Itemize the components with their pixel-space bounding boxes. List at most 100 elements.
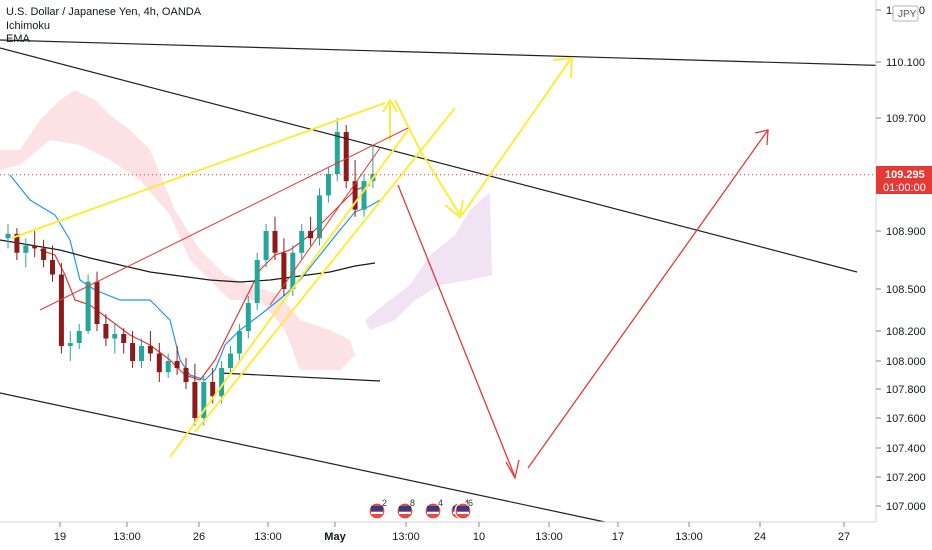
candle-body	[58, 274, 64, 346]
candle-body	[156, 353, 162, 373]
price-tick-label: 107.600	[886, 413, 926, 425]
symbol-title[interactable]: U.S. Dollar / Japanese Yen, 4h, OANDA	[6, 6, 202, 18]
flag-canton	[427, 506, 439, 511]
time-tick-label: 26	[193, 531, 205, 543]
trend-drawings	[0, 39, 932, 523]
yellow-arrow-up-long-head	[552, 56, 574, 79]
price-axis-bg	[876, 0, 932, 522]
descending-trendline	[0, 47, 858, 273]
flag-canton	[457, 506, 469, 511]
candle-body	[139, 346, 144, 361]
candle-body	[290, 252, 296, 289]
lower-trendline	[0, 392, 606, 523]
yellow-wedge-bottom-b	[194, 107, 456, 433]
kijun-line	[9, 174, 381, 381]
price-tick-label: 107.200	[886, 472, 926, 484]
event-flag-icon: 4	[424, 498, 443, 520]
red-arrow-down-head	[505, 459, 520, 480]
event-badges[interactable]: 2 8 4 46	[368, 498, 473, 520]
time-axis-bg	[0, 522, 932, 550]
candle-body	[112, 334, 118, 339]
time-tick-label: 19	[54, 531, 66, 543]
event-flag-icon: 8	[396, 498, 415, 520]
candle-body	[41, 248, 47, 260]
candle-body	[23, 245, 29, 253]
event-count-label: 4	[438, 498, 443, 508]
candle-body	[201, 382, 207, 418]
event-count-label: 8	[410, 498, 415, 508]
time-tick-label: 10	[473, 531, 485, 543]
event-flag-icon: 6	[454, 498, 473, 520]
candle-body	[219, 368, 225, 397]
flag-canton	[399, 506, 411, 511]
indicator-ichimoku-label[interactable]: Ichimoku	[6, 19, 51, 32]
event-count-label: 2	[382, 498, 387, 508]
time-tick-label: 13:00	[535, 531, 563, 543]
candle-body	[85, 281, 91, 331]
flag-stripe	[457, 512, 469, 514]
flag-stripe	[371, 512, 383, 514]
red-arrow-up-head	[754, 129, 769, 146]
time-tick-label: 13:00	[113, 531, 141, 543]
candle-body	[361, 181, 367, 210]
candle-body	[317, 195, 322, 239]
upper-trendline	[0, 39, 932, 68]
candle-body	[334, 132, 340, 174]
cloud-bearish	[0, 90, 355, 370]
time-tick-label: 13:00	[675, 531, 703, 543]
candle-body	[299, 231, 305, 253]
candle-body	[5, 233, 11, 239]
candle-body	[210, 382, 216, 397]
yellow-wedge-top	[11, 102, 386, 239]
currency-badge-label: JPY	[898, 9, 917, 20]
price-tick-label: 107.000	[886, 501, 926, 513]
price-tick-label: 110.100	[886, 57, 925, 69]
price-tick-label: 107.800	[886, 384, 926, 396]
candle-body	[165, 361, 171, 373]
red-arrow-up	[527, 129, 769, 469]
candle-body	[236, 331, 242, 354]
price-tick-label: 108.900	[886, 226, 926, 238]
candle-body	[343, 132, 349, 182]
flag-canton	[371, 506, 383, 511]
candle-body	[67, 343, 73, 346]
currency-badge	[892, 5, 919, 22]
candle-body	[263, 231, 269, 260]
price-tick-label: 108.000	[886, 356, 926, 368]
event-count-label: 6	[468, 498, 473, 508]
flag-stripe	[427, 512, 439, 514]
yellow-wedge-bottom-a	[169, 129, 409, 458]
candle-body	[183, 368, 189, 382]
yellow-arrow-up-long	[461, 59, 571, 216]
red-channel-bottom	[269, 147, 381, 306]
price-tick-label: 109.700	[886, 113, 926, 125]
time-tick-label: 24	[754, 531, 766, 543]
price-tick-label: 107.400	[886, 443, 926, 455]
yellow-arrow-down	[394, 99, 461, 216]
horizontal-ray	[219, 372, 381, 382]
candle-body	[94, 281, 100, 324]
candle-body	[325, 174, 331, 196]
candle-body	[228, 353, 233, 368]
indicator-lines	[0, 174, 381, 382]
time-tick-label: 13:00	[392, 531, 420, 543]
event-count-label: 4	[464, 498, 469, 508]
candles	[5, 118, 376, 426]
candle-body	[14, 233, 20, 253]
indicator-ema-label[interactable]: EMA	[6, 33, 30, 45]
candle-body	[76, 331, 82, 343]
red-arrow-down	[397, 184, 516, 478]
time-axis[interactable]: 19 13:00 26 13:00 May 13:00 10 13:00 17 13:00 24 27	[0, 521, 932, 550]
event-flag-icon: 2	[368, 498, 387, 520]
price-axis[interactable]: 110.500110.100109.700108.900108.500108.2…	[875, 0, 932, 522]
candle-body	[254, 260, 260, 303]
candle-body	[192, 382, 198, 418]
time-tick-label: 17	[612, 531, 624, 543]
time-tick-label: May	[324, 531, 346, 543]
candle-body	[32, 245, 38, 249]
yellow-arrow-head	[382, 98, 398, 113]
candle-body	[130, 343, 136, 361]
candle-body	[308, 231, 314, 239]
candle-body	[103, 324, 109, 339]
